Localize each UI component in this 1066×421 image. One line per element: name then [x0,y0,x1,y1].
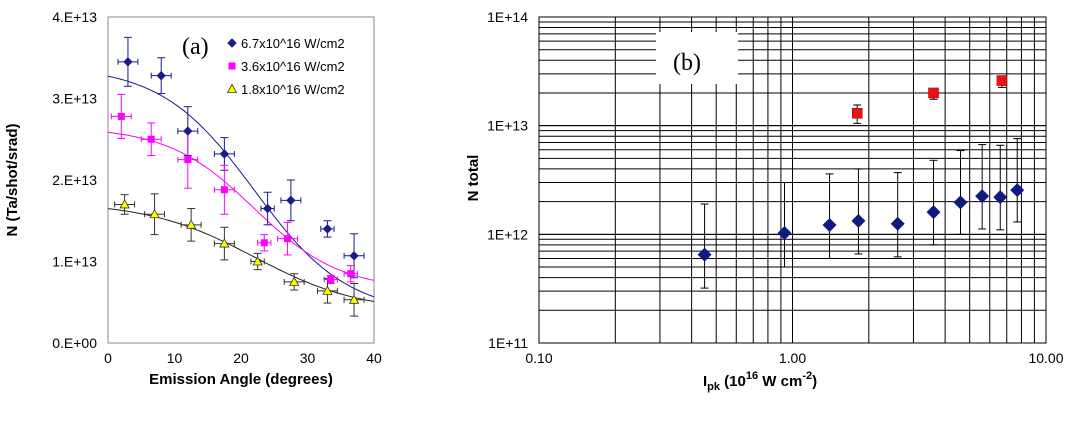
error-bar [893,172,902,258]
data-point [184,156,192,164]
data-point [347,270,355,278]
x-tick-label: 20 [233,350,249,366]
error-bar [825,173,834,259]
data-point [183,126,193,136]
data-point [156,70,166,81]
legend-label: 6.7x10^16 W/cm2 [241,36,345,51]
data-markers-b [697,75,1025,262]
x-tick-label: 0.10 [525,350,552,366]
data-point [1010,183,1025,198]
x-tick-label: 30 [300,350,316,366]
y-tick-label: 3.E+13 [52,91,97,107]
data-point [928,87,939,99]
error-bar [996,144,1005,231]
x-tick-label: 10.00 [1028,350,1063,366]
data-point [119,199,130,209]
data-point [149,208,160,219]
data-point [260,239,268,247]
data-point [348,294,360,304]
data-point [777,225,792,240]
error-bar [956,150,965,235]
y-axis-label-a: N (Ta/shot/srad) [4,123,21,236]
data-point [993,190,1008,205]
legend-label: 1.8x10^16 W/cm2 [241,82,345,97]
x-axis-label-a: Emission Angle (degrees) [149,371,333,388]
panel-tag-box-b [656,32,738,84]
legend-marker [227,38,237,48]
data-point [349,251,359,261]
error-bar [978,144,987,230]
data-point [286,195,296,206]
data-point [322,285,333,295]
y-tick-labels-b: 1E+11 1E+12 1E+13 1E+14 [487,9,528,351]
data-point [185,219,197,229]
data-point [890,216,905,231]
legend-a: 6.7x10^16 W/cm2 3.6x10^16 W/cm2 1.8x10^16 … [226,36,345,97]
x-axis-label-b: Ipk (1016 W cm-2) [703,370,817,393]
y-tick-label: 1E+12 [487,226,528,242]
data-markers-a [117,57,360,304]
data-point [220,186,228,194]
x-tick-label: 40 [366,350,382,366]
data-point [219,238,230,248]
chart-panel-b: (b) 0.10 1.00 10.00 1E+11 1E+12 1E+13 1E+14 N… [465,9,1064,393]
x-tick-label: 10 [167,350,183,366]
legend-marker [228,62,236,70]
data-point [697,247,712,262]
panel-tag-a: (a) [182,34,209,60]
grid-lines-b [539,17,1046,343]
x-tick-label: 0 [104,350,112,366]
error-bar [114,194,136,215]
fit-curve [107,75,375,298]
data-point [953,195,968,210]
legend-label: 3.6x10^16 W/cm2 [241,59,345,74]
data-point [822,217,837,232]
x-tick-labels-a: 0 10 20 30 40 [104,350,382,366]
error-bar [780,181,789,268]
data-point [975,189,990,204]
error-bar [854,168,863,255]
x-tick-labels-b: 0.10 1.00 10.00 [525,350,1063,366]
y-tick-label: 2.E+13 [52,172,97,188]
plot-area-a [107,16,375,344]
legend-marker [226,83,238,93]
y-axis-label-b: N total [465,155,482,202]
data-point [219,149,230,159]
data-point [123,57,133,67]
data-point [926,205,941,220]
error-bars-b [700,75,1022,289]
x-tick-label: 1.00 [779,350,806,366]
data-point [147,135,155,143]
y-tick-label: 1E+13 [487,118,528,134]
error-bar [700,203,709,289]
y-tick-label: 1.E+13 [52,254,97,270]
data-point [289,276,300,286]
data-point [322,224,333,234]
data-point [851,213,866,228]
y-tick-label: 1E+14 [487,9,528,25]
y-tick-labels-a: 0.E+00 1.E+13 2.E+13 3.E+13 4.E+13 [52,9,97,351]
data-point [851,108,863,119]
error-bar [1013,138,1022,223]
data-point [117,112,125,120]
data-point [327,275,335,283]
data-point [996,75,1008,86]
y-tick-label: 0.E+00 [52,335,97,351]
error-bar [929,159,938,246]
y-tick-label: 4.E+13 [52,9,97,25]
y-tick-label: 1E+11 [488,335,528,351]
chart-panel-a: 0 10 20 30 40 0.E+00 1.E+13 2.E+13 3.E+13 4.E+13… [4,9,382,388]
data-point [252,256,263,266]
panel-tag-b: (b) [673,50,701,76]
data-point [262,203,273,214]
data-point [284,235,292,243]
error-bar [110,93,132,139]
